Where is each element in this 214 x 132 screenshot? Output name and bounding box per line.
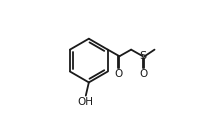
Text: O: O (139, 69, 148, 79)
Text: S: S (139, 51, 146, 61)
Text: OH: OH (78, 97, 94, 107)
Text: O: O (115, 69, 123, 79)
